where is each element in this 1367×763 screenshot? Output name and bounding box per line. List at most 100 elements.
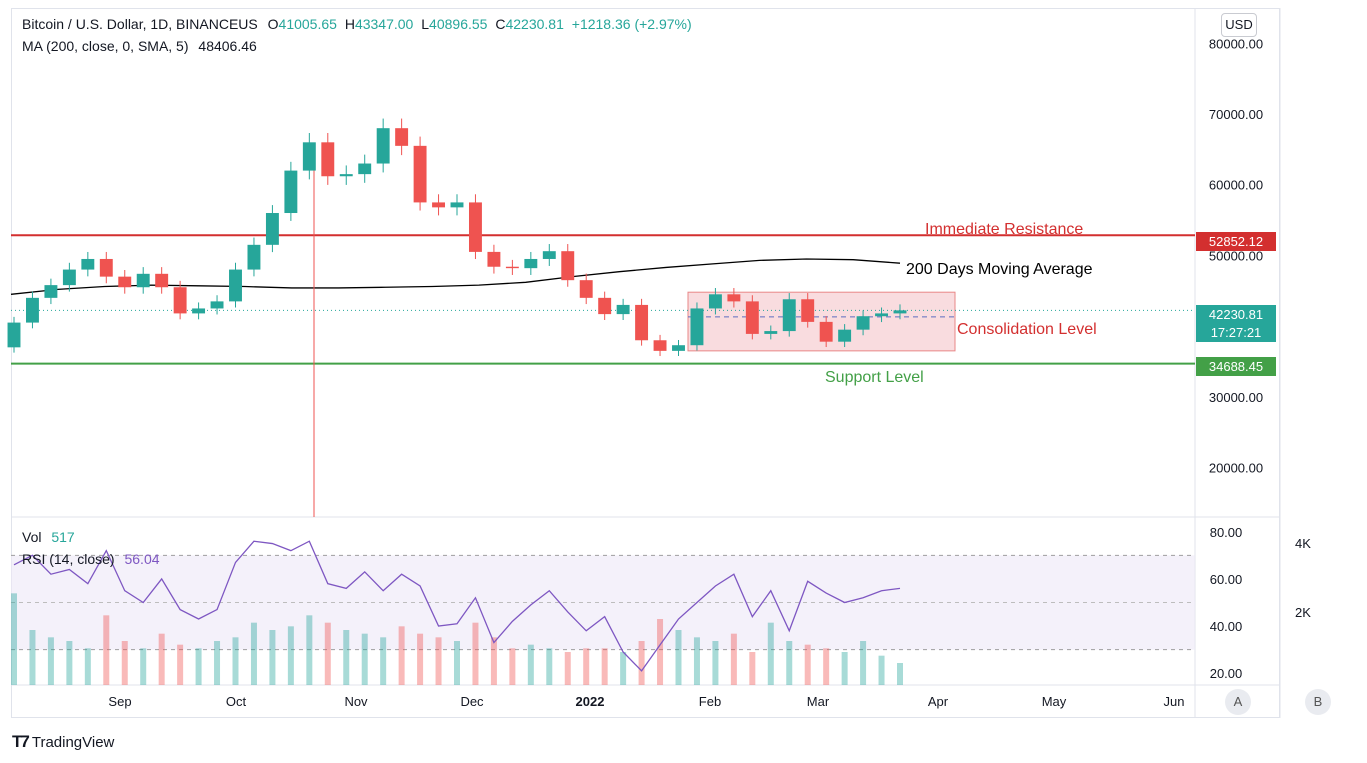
candle-body [173,287,187,314]
time-axis[interactable]: Sep Oct Nov Dec 2022 Feb Mar Apr May Jun [108,694,1184,709]
candle[interactable] [25,291,39,329]
candle[interactable] [690,302,704,351]
candle[interactable] [542,244,556,266]
candle[interactable] [819,316,833,348]
tradingview-brand[interactable]: T7 TradingView [12,732,114,752]
candle-body [875,313,889,317]
price-axis[interactable]: 80000.00 70000.00 60000.00 50000.00 30000.00… [1209,36,1263,475]
volume-bar [804,644,811,685]
volume-bar [398,626,405,685]
auto-scale-button[interactable]: A [1225,689,1251,715]
candle[interactable] [875,307,889,323]
candle[interactable] [7,316,21,353]
volume-bar [250,622,257,685]
candle[interactable] [229,262,242,308]
candle[interactable] [284,161,298,221]
candle-body [62,269,76,286]
candle[interactable] [321,132,335,185]
volume-bar [417,633,424,685]
candle[interactable] [561,244,575,287]
volume-bar [214,641,221,685]
candle[interactable] [598,291,612,321]
volume-bar [490,637,497,685]
volume-bar [158,633,165,685]
candle[interactable] [155,267,169,294]
candle[interactable] [118,269,132,294]
volume-bar [140,648,147,685]
rsi-tick: 60.00 [1210,572,1243,587]
volume-bar [103,615,110,685]
candle[interactable] [173,280,187,320]
candle[interactable] [432,194,446,216]
volume-bars [11,593,903,685]
candle-body [284,170,298,214]
volume-bar [47,637,54,685]
candle[interactable] [801,293,815,328]
candle[interactable] [450,194,464,216]
open-value: 41005.65 [278,16,337,32]
candle[interactable] [782,293,796,337]
candle[interactable] [856,310,870,336]
candle[interactable] [81,251,95,277]
ohlc-legend: Bitcoin / U.S. Dollar, 1D, BINANCEUS O41… [22,16,692,32]
candle[interactable] [395,118,409,156]
candle-body [653,340,667,351]
support-badge: 34688.45 [1209,359,1263,374]
candle[interactable] [838,324,852,348]
candle[interactable] [745,295,759,340]
candle[interactable] [468,194,482,260]
candlesticks[interactable] [7,118,907,357]
candle[interactable] [764,325,778,340]
price-tick: 60000.00 [1209,178,1263,193]
candle[interactable] [210,295,224,315]
candle[interactable] [136,267,150,294]
currency-button[interactable]: USD [1221,13,1257,37]
candle-body [616,304,630,315]
candle-body [764,331,778,334]
candle[interactable] [672,339,685,357]
candle[interactable] [302,132,316,180]
volume-bar [860,641,867,685]
last-price-badge-bg [1196,305,1276,342]
candle-body [838,329,852,342]
candle-body [321,142,335,177]
high-value: 43347.00 [354,16,414,32]
candle[interactable] [727,288,741,308]
support-badge-bg [1196,357,1276,376]
candle[interactable] [487,244,501,274]
scale-b-button[interactable]: B [1305,689,1331,715]
volume-bar [601,648,608,685]
volume-bar [509,648,516,685]
volume-bar [195,648,202,685]
candle[interactable] [44,278,58,305]
candle[interactable] [893,304,907,320]
candle[interactable] [376,118,390,173]
volume-bar [749,652,756,685]
candle[interactable] [635,298,649,346]
candle[interactable] [505,259,519,275]
candle-body [358,163,372,175]
candle-body [155,273,169,288]
candle[interactable] [579,273,593,305]
candle-body [561,251,575,281]
candle[interactable] [616,298,630,321]
candle[interactable] [247,237,261,277]
ma-legend: MA (200, close, 0, SMA, 5) 48406.46 [22,38,257,54]
candle[interactable] [708,288,722,315]
candle[interactable] [265,205,279,253]
candle[interactable] [413,136,427,211]
candle-body [579,280,593,298]
candle[interactable] [62,262,76,292]
volume-bar [84,648,91,685]
ma-annotation: 200 Days Moving Average [906,261,1093,278]
candle[interactable] [653,334,667,357]
candle[interactable] [192,302,206,320]
candle[interactable] [524,251,538,275]
symbol-title: Bitcoin / U.S. Dollar, 1D, BINANCEUS [22,16,258,32]
rsi-axis[interactable]: 80.00 60.00 40.00 20.00 [1210,525,1243,681]
time-tick: Feb [699,694,721,709]
candle[interactable] [358,154,372,183]
candle[interactable] [99,251,113,284]
candle[interactable] [339,165,353,185]
